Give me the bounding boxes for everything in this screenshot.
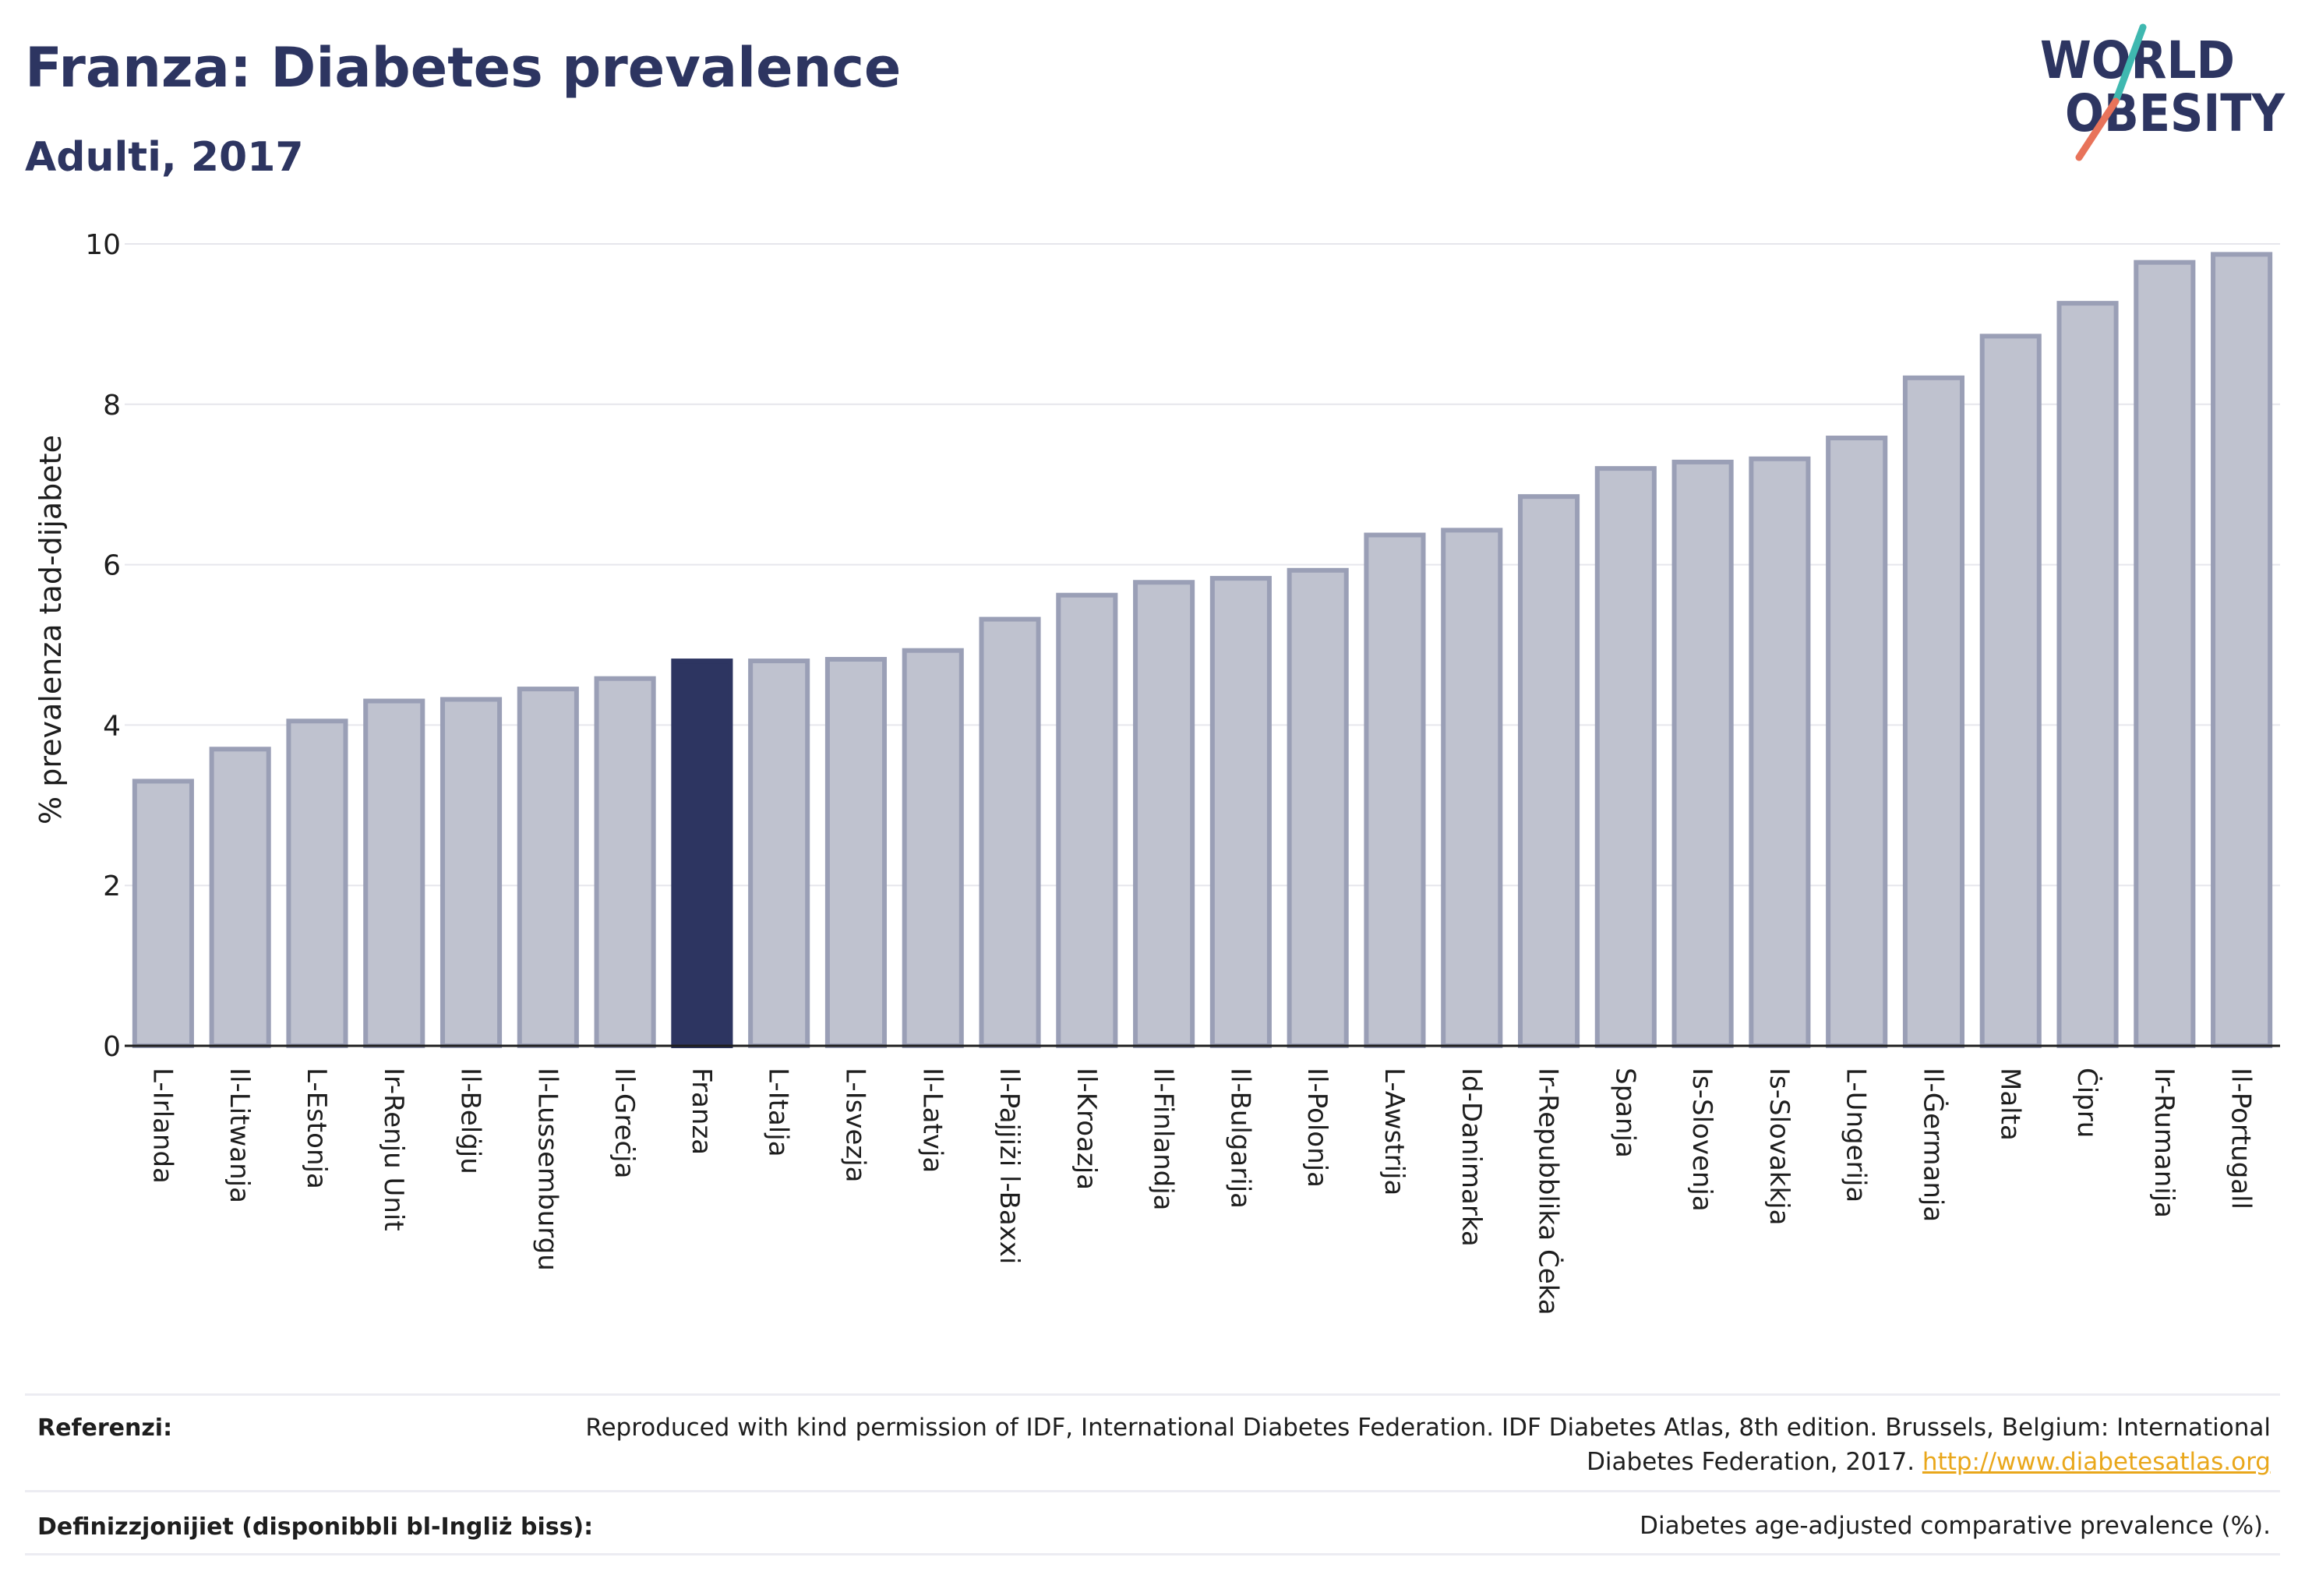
x-tick-labels: L-Irlanda Il-Litwanja L-Estonja Ir-Renju Un… <box>146 1068 2256 1315</box>
bar <box>1594 466 1657 1048</box>
y-tick-label: 0 <box>103 1031 121 1063</box>
logo-slash-teal <box>2112 23 2147 105</box>
references-link[interactable]: http://www.diabetesatlas.org <box>1922 1448 2271 1476</box>
x-tick-label: Ir-Rumanija <box>2148 1068 2180 1218</box>
references-text: Reproduced with kind permission of IDF, … <box>556 1411 2271 1479</box>
bar <box>1441 528 1503 1048</box>
references-label: Referenzi: <box>37 1414 173 1442</box>
bar <box>979 616 1041 1048</box>
bar <box>902 648 964 1048</box>
bar <box>363 698 425 1049</box>
bar <box>1364 532 1426 1048</box>
x-tick-label: L-Isvezja <box>839 1068 870 1183</box>
bar <box>1826 436 1888 1048</box>
x-tick-label: Il-Greċja <box>609 1068 640 1178</box>
definitions-text: Diabetes age-adjusted comparative preval… <box>1640 1512 2271 1540</box>
y-tick-label: 8 <box>103 390 121 422</box>
x-tick-label: Il-Litwanja <box>224 1068 255 1203</box>
bar <box>2056 301 2119 1048</box>
x-tick-label: Il-Pajjiżi l-Baxxi <box>994 1068 1025 1264</box>
page-subtitle: Adulti, 2017 <box>25 134 304 181</box>
bar <box>594 676 656 1049</box>
footer-divider-top <box>25 1393 2280 1396</box>
bars-layer <box>132 252 2273 1049</box>
logo-slash-coral <box>2075 97 2120 161</box>
bar <box>209 747 271 1049</box>
x-tick-label: Id-Danimarka <box>1456 1068 1487 1247</box>
definitions-label: Definizzjonijiet (disponibbli bl-Ingliż … <box>37 1513 594 1541</box>
x-tick-label: Il-Portugall <box>2226 1068 2257 1209</box>
bar <box>824 657 888 1048</box>
bar <box>439 697 503 1048</box>
x-tick-label: Il-Belġju <box>455 1068 486 1174</box>
x-tick-label: Ir-Renju Unit <box>378 1068 409 1231</box>
y-tick-label: 4 <box>103 710 121 742</box>
references-citation: Reproduced with kind permission of IDF, … <box>585 1414 2271 1476</box>
bar <box>1671 459 1734 1048</box>
bar <box>1749 456 1811 1048</box>
x-tick-label: Ċipru <box>2071 1068 2103 1138</box>
x-tick-label: Il-Bulgarija <box>1224 1068 1255 1209</box>
x-tick-label: L-Irlanda <box>146 1068 178 1184</box>
x-tick-label: Is-Slovakkja <box>1763 1068 1795 1225</box>
x-tick-label: Il-Polonja <box>1301 1068 1333 1188</box>
x-tick-label: L-Awstrija <box>1378 1068 1410 1195</box>
x-tick-label: Il-Kroazja <box>1071 1068 1102 1190</box>
bar <box>517 687 579 1048</box>
y-tick-labels: 0 2 4 6 8 10 <box>85 229 121 1063</box>
x-tick-label: Malta <box>1994 1068 2025 1141</box>
x-tick-label: Franza <box>686 1068 717 1155</box>
x-tick-label: Spanja <box>1609 1068 1640 1158</box>
x-tick-label: Il-Lussemburgu <box>531 1068 563 1271</box>
page-title: Franza: Diabetes prevalence <box>25 36 902 100</box>
x-tick-label: L-Ungerija <box>1841 1068 1872 1202</box>
x-tick-label: Is-Slovenja <box>1686 1068 1717 1212</box>
x-tick-label: L-Italja <box>763 1068 794 1157</box>
bar <box>2211 252 2273 1048</box>
bar <box>1979 334 2042 1048</box>
bar <box>2134 260 2196 1048</box>
bar <box>1287 567 1349 1048</box>
y-axis-title: % prevalenza tad-dijabete <box>34 435 68 824</box>
bar <box>1902 375 1965 1048</box>
footer-divider-middle <box>25 1490 2280 1492</box>
world-obesity-logo: WORLD OBESITY <box>2040 23 2286 161</box>
bar <box>671 659 733 1049</box>
bar <box>132 779 194 1048</box>
bar <box>1209 576 1272 1048</box>
y-tick-label: 2 <box>103 870 121 902</box>
y-tick-label: 10 <box>85 229 121 261</box>
logo-line-2: OBESITY <box>2065 83 2286 143</box>
x-tick-label: Il-Latvja <box>916 1068 948 1173</box>
x-tick-label: Ir-Repubblika Ċeka <box>1533 1068 1565 1315</box>
bar-chart: 0 2 4 6 8 10 L-Irlanda Il-Litwanja L-Estonja Ir-… <box>34 229 2280 1315</box>
x-tick-label: Il-Ġermanja <box>1917 1068 1949 1222</box>
footer-divider-bottom <box>25 1553 2280 1555</box>
y-tick-label: 6 <box>103 550 121 582</box>
bar <box>748 659 810 1049</box>
bar <box>286 719 348 1048</box>
bar <box>1517 494 1580 1048</box>
x-tick-label: L-Estonja <box>301 1068 332 1189</box>
x-tick-label: Il-Finlandja <box>1148 1068 1179 1211</box>
bar <box>1133 580 1195 1048</box>
bar <box>1056 592 1118 1048</box>
